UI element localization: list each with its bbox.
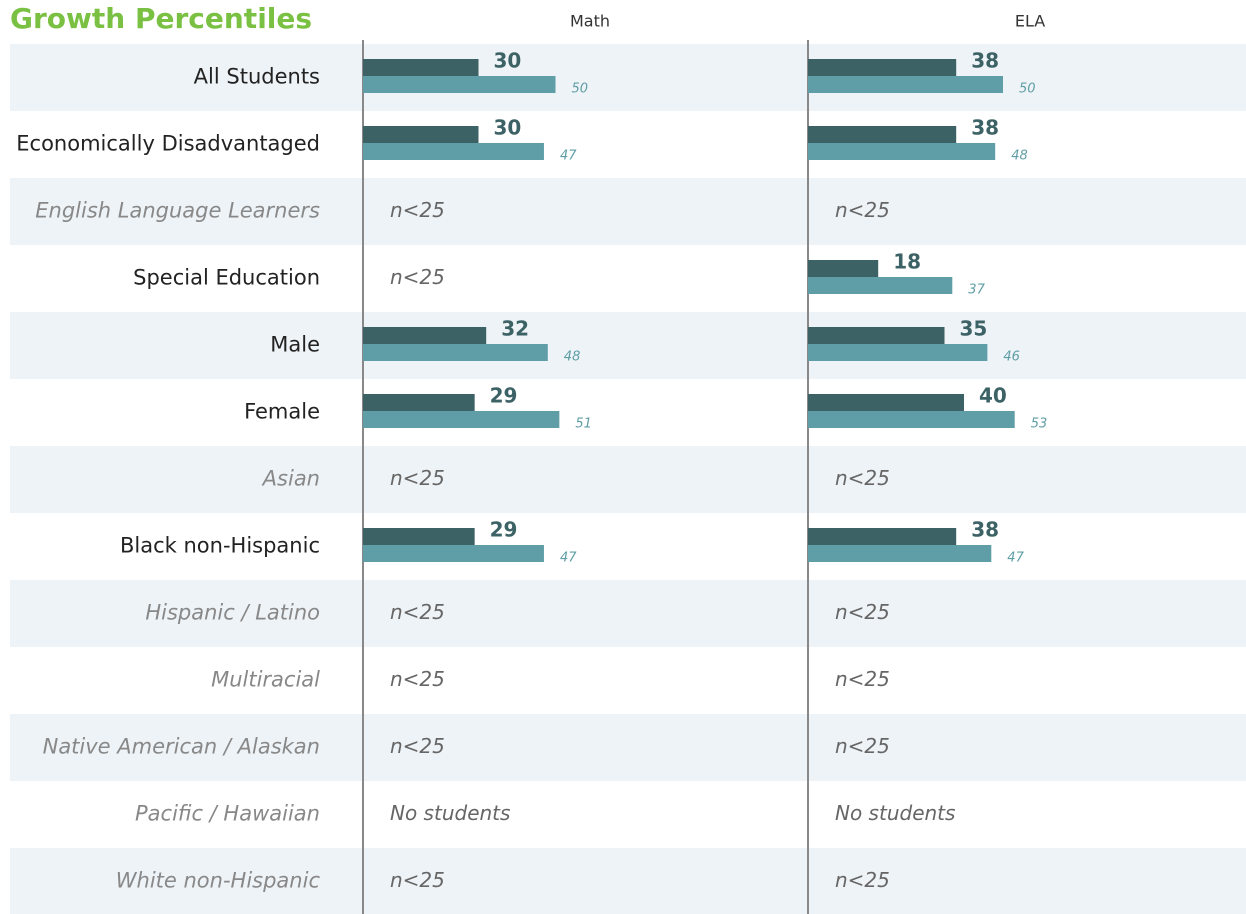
note: n<25 [390, 466, 445, 490]
note: n<25 [835, 600, 890, 624]
bar [808, 59, 957, 76]
row-band [10, 714, 1246, 781]
page-title: Growth Percentiles [10, 2, 312, 35]
row-label: Black non-Hispanic [120, 534, 320, 558]
comparison-label: 47 [560, 149, 577, 164]
bar [363, 528, 475, 545]
row-backgrounds [10, 44, 1246, 914]
note: n<25 [390, 667, 445, 691]
bar [808, 411, 1015, 428]
value-label: 30 [494, 116, 522, 140]
bar [808, 545, 992, 562]
bar [363, 76, 556, 93]
row-label: Asian [261, 467, 320, 491]
note: n<25 [835, 734, 890, 758]
bar [808, 394, 964, 411]
value-label: 18 [893, 250, 921, 274]
row-label: English Language Learners [35, 199, 320, 223]
comparison-label: 47 [1007, 551, 1024, 566]
bar [808, 260, 879, 277]
row-band [10, 178, 1246, 245]
comparison-label: 51 [575, 417, 592, 432]
note: n<25 [835, 466, 890, 490]
value-label: 38 [971, 518, 999, 542]
row-label: White non-Hispanic [116, 869, 321, 893]
comparison-label: 50 [572, 82, 589, 97]
value-label: 38 [971, 49, 999, 73]
value-label: 35 [960, 317, 988, 341]
note: n<25 [390, 265, 445, 289]
row-label: Native American / Alaskan [43, 735, 320, 759]
comparison-label: 48 [564, 350, 581, 365]
comparison-label: 46 [1003, 350, 1020, 365]
comparison-label: 53 [1031, 417, 1048, 432]
row-band [10, 580, 1246, 647]
row-label: Multiracial [211, 668, 320, 692]
note: n<25 [835, 868, 890, 892]
value-label: 38 [971, 116, 999, 140]
comparison-label: 37 [968, 283, 985, 298]
bar [808, 528, 957, 545]
note: n<25 [390, 734, 445, 758]
bar [363, 394, 475, 411]
bar [363, 411, 560, 428]
comparison-label: 47 [560, 551, 577, 566]
bar [363, 344, 548, 361]
bar [363, 143, 544, 160]
bar [363, 126, 479, 143]
bar [363, 327, 487, 344]
row-band [10, 312, 1246, 379]
bar [808, 143, 996, 160]
row-label: Special Education [133, 266, 320, 290]
bar [808, 277, 953, 294]
bar [363, 59, 479, 76]
bar [808, 126, 957, 143]
bar [808, 344, 988, 361]
comparison-label: 50 [1019, 82, 1036, 97]
row-band [10, 446, 1246, 513]
bar [363, 545, 544, 562]
row-label: Male [270, 333, 320, 357]
bar [808, 76, 1003, 93]
note: No students [835, 801, 955, 825]
note: n<25 [835, 667, 890, 691]
note: n<25 [390, 600, 445, 624]
value-label: 29 [490, 384, 518, 408]
column-header: Math [570, 12, 610, 31]
note: No students [390, 801, 510, 825]
note: n<25 [390, 198, 445, 222]
value-label: 30 [494, 49, 522, 73]
row-band [10, 848, 1246, 914]
value-label: 32 [501, 317, 529, 341]
comparison-label: 48 [1011, 149, 1028, 164]
bar [808, 327, 945, 344]
note: n<25 [390, 868, 445, 892]
value-label: 29 [490, 518, 518, 542]
row-band [10, 44, 1246, 111]
row-label: Economically Disadvantaged [16, 132, 320, 156]
row-label: Hispanic / Latino [145, 601, 320, 625]
column-header: ELA [1015, 12, 1045, 31]
note: n<25 [835, 198, 890, 222]
row-label: Female [244, 400, 320, 424]
row-label: Pacific / Hawaiian [135, 802, 320, 826]
row-label: All Students [194, 65, 320, 89]
value-label: 40 [979, 384, 1007, 408]
